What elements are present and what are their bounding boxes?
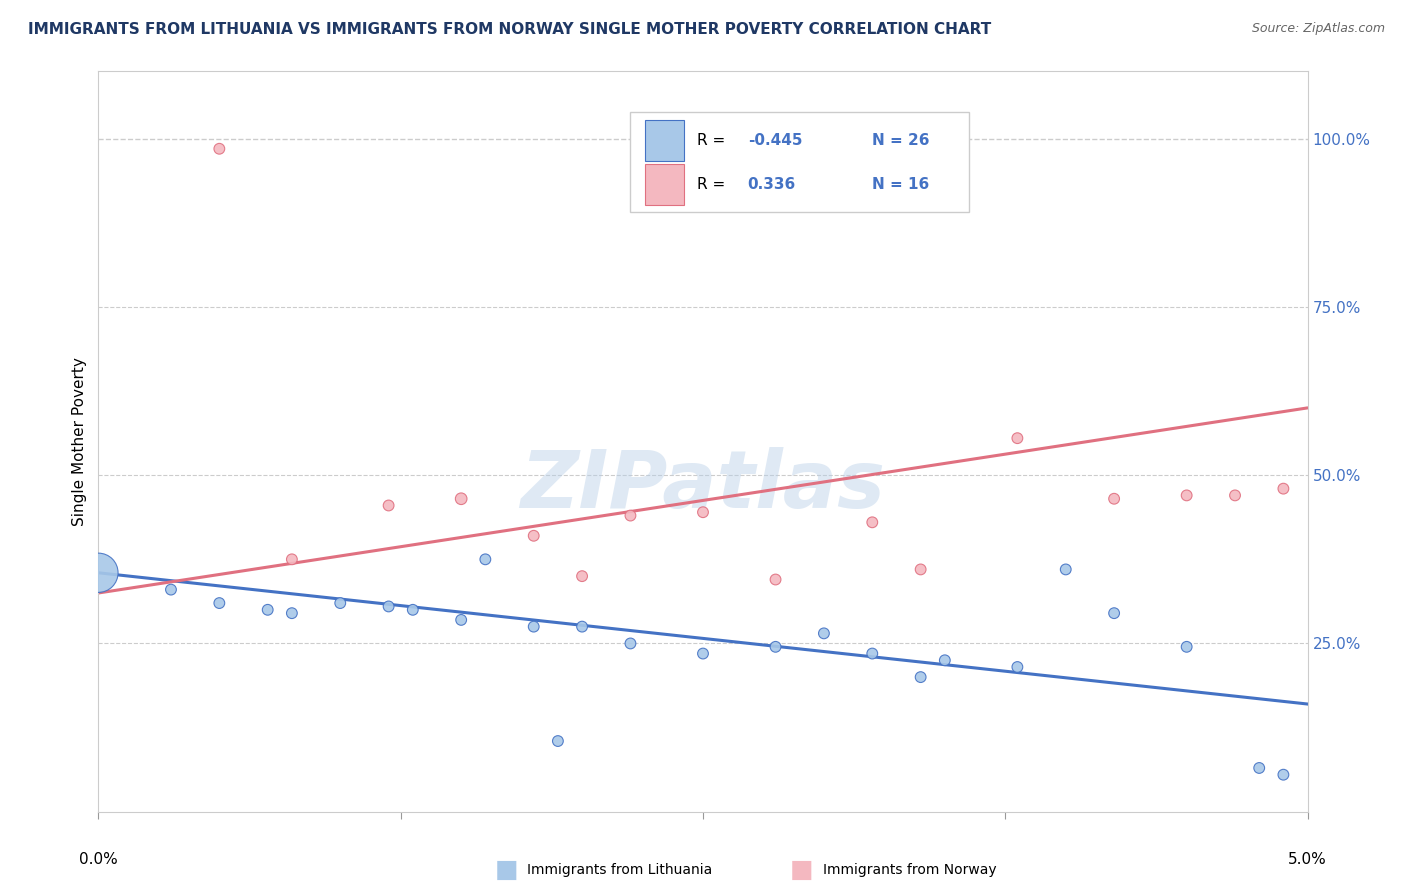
Point xyxy=(523,529,546,543)
Point xyxy=(1102,491,1125,506)
Point xyxy=(450,491,472,506)
Point xyxy=(1007,660,1029,674)
Point xyxy=(571,619,593,633)
Point xyxy=(547,734,569,748)
Point xyxy=(1272,767,1295,781)
Point xyxy=(1272,482,1295,496)
Point xyxy=(281,552,304,566)
Y-axis label: Single Mother Poverty: Single Mother Poverty xyxy=(72,357,87,526)
Point xyxy=(765,573,787,587)
Text: R =: R = xyxy=(697,178,735,192)
Point xyxy=(1054,562,1077,576)
Text: Source: ZipAtlas.com: Source: ZipAtlas.com xyxy=(1251,22,1385,36)
FancyBboxPatch shape xyxy=(630,112,969,212)
Point xyxy=(329,596,352,610)
Text: ZIPatlas: ZIPatlas xyxy=(520,447,886,525)
Point xyxy=(377,499,399,513)
Point xyxy=(377,599,399,614)
Point xyxy=(619,636,641,650)
Point xyxy=(450,613,472,627)
Point xyxy=(860,516,883,530)
Point xyxy=(1249,761,1271,775)
Point xyxy=(1102,606,1125,620)
Point xyxy=(523,619,546,633)
Point xyxy=(692,505,714,519)
Point xyxy=(87,566,110,580)
Text: N = 26: N = 26 xyxy=(872,133,929,148)
Point xyxy=(692,647,714,661)
Text: R =: R = xyxy=(697,133,730,148)
Point xyxy=(860,647,883,661)
Text: Immigrants from Lithuania: Immigrants from Lithuania xyxy=(527,863,713,877)
Point xyxy=(619,508,641,523)
Point xyxy=(474,552,496,566)
Point xyxy=(765,640,787,654)
Text: ■: ■ xyxy=(790,858,813,881)
Point xyxy=(208,596,231,610)
Text: IMMIGRANTS FROM LITHUANIA VS IMMIGRANTS FROM NORWAY SINGLE MOTHER POVERTY CORREL: IMMIGRANTS FROM LITHUANIA VS IMMIGRANTS … xyxy=(28,22,991,37)
Text: 5.0%: 5.0% xyxy=(1288,853,1327,867)
Point xyxy=(1007,431,1029,445)
Text: 0.336: 0.336 xyxy=(748,178,796,192)
Point xyxy=(160,582,183,597)
Point xyxy=(910,670,932,684)
Point xyxy=(934,653,956,667)
Point xyxy=(1175,640,1198,654)
Point xyxy=(571,569,593,583)
Point xyxy=(813,626,835,640)
Point xyxy=(1223,488,1246,502)
Point xyxy=(1175,488,1198,502)
Point xyxy=(281,606,304,620)
Text: -0.445: -0.445 xyxy=(748,133,803,148)
Point xyxy=(910,562,932,576)
Text: Immigrants from Norway: Immigrants from Norway xyxy=(823,863,995,877)
FancyBboxPatch shape xyxy=(645,164,683,205)
Point xyxy=(402,603,425,617)
Point xyxy=(256,603,278,617)
Point xyxy=(208,142,231,156)
Text: N = 16: N = 16 xyxy=(872,178,929,192)
Text: 0.0%: 0.0% xyxy=(79,853,118,867)
FancyBboxPatch shape xyxy=(645,120,683,161)
Text: ■: ■ xyxy=(495,858,517,881)
